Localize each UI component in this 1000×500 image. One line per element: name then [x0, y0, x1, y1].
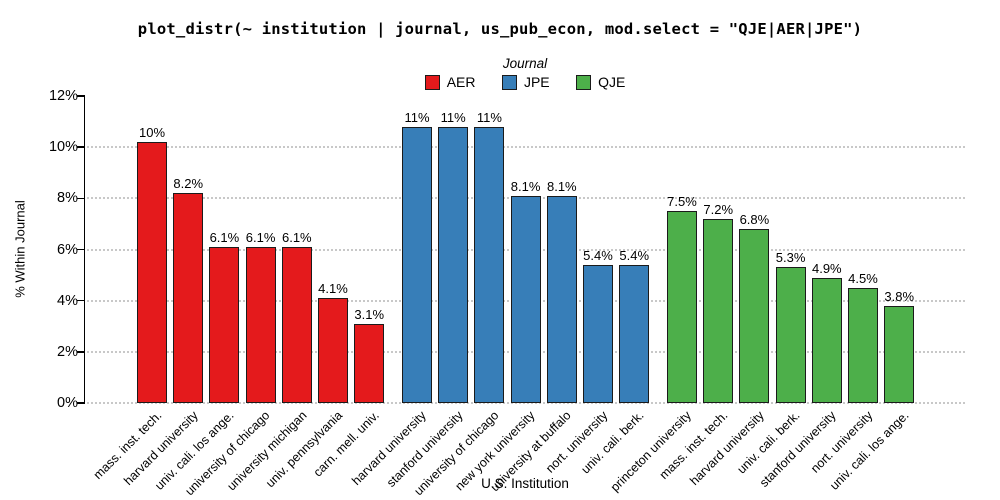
- legend-label-qje: QJE: [598, 74, 626, 90]
- bar-value-label: 11%: [476, 109, 502, 125]
- y-tick-label-4: 4%: [57, 293, 78, 309]
- x-axis-title: U.S. Institution: [481, 476, 569, 491]
- bar-value-label: 11%: [440, 109, 466, 125]
- bar-value-label: 6.1%: [245, 229, 276, 245]
- legend-title: Journal: [502, 56, 548, 71]
- bar-value-label: 3.8%: [884, 288, 915, 304]
- y-tick-mark-12: [77, 95, 85, 97]
- bar-value-label: 7.2%: [703, 201, 734, 217]
- gridline-0: [87, 402, 965, 404]
- bar-qje-univ-cali-los-ange: [884, 305, 915, 403]
- bar-value-label: 4.5%: [848, 270, 878, 286]
- bar-aer-harvard-university: [173, 193, 204, 403]
- bar-value-label: 4.9%: [811, 260, 842, 276]
- bar-value-label: 5.4%: [583, 247, 613, 263]
- y-tick-mark-6: [77, 248, 85, 251]
- legend-swatch-aer-icon: [424, 74, 440, 90]
- legend-swatch-qje-icon: [576, 74, 592, 90]
- y-tick-label-10: 10%: [48, 139, 78, 155]
- bar-value-label: 5.4%: [619, 247, 650, 263]
- bar-qje-stanford-university: [811, 277, 842, 403]
- bar-jpe-harvard-university: [402, 126, 432, 403]
- bar-qje-mass-inst-tech: [703, 218, 734, 403]
- bar-value-label: 6.8%: [739, 212, 770, 228]
- bar-jpe-university-of-chicago: [474, 126, 505, 403]
- y-tick-mark-8: [77, 197, 85, 200]
- bar-qje-univ-cali-berk: [775, 267, 806, 403]
- bar-value-label: 11%: [404, 109, 430, 125]
- y-tick-label-8: 8%: [57, 190, 78, 206]
- y-tick-mark-10: [77, 146, 85, 148]
- y-tick-label-0: 0%: [57, 395, 78, 411]
- bar-aer-mass-inst-tech: [137, 142, 167, 403]
- legend-label-jpe: JPE: [523, 74, 550, 90]
- bar-value-label: 6.1%: [281, 229, 312, 245]
- bar-aer-univ-cali-los-ange: [209, 246, 240, 403]
- bar-aer-carn-mell-univ: [354, 323, 385, 403]
- legend-items: AER JPE QJE: [50, 74, 1000, 95]
- legend-swatch-jpe-icon: [501, 74, 517, 90]
- bar-qje-nort-university: [848, 287, 878, 403]
- bar-jpe-stanford-university: [438, 126, 469, 403]
- y-tick-label-2: 2%: [57, 344, 78, 360]
- bar-aer-university-michigan: [281, 246, 312, 403]
- bar-qje-princeton-university: [667, 211, 697, 403]
- bar-value-label: 8.1%: [510, 178, 541, 194]
- bar-value-label: 8.2%: [173, 176, 204, 192]
- y-tick-label-6: 6%: [57, 242, 78, 258]
- plot-area: 10% 8.2% 6.1% 6.1% 6.1% 4.1% 3.1% 11% 11% 11% 8.1%…: [77, 95, 965, 404]
- legend: Journal AER JPE QJE: [0, 56, 1000, 95]
- y-tick-mark-0: [77, 402, 85, 404]
- bar-value-label: 7.5%: [667, 194, 697, 210]
- bar-value-label: 10%: [138, 125, 166, 141]
- bar-aer-univ-pennsylvania: [318, 298, 348, 403]
- legend-item-aer: AER: [424, 74, 476, 90]
- bar-aer-university-of-chicago: [245, 246, 276, 403]
- bar-qje-harvard-university: [739, 229, 770, 403]
- bar-value-label: 6.1%: [209, 229, 240, 245]
- gridline-10: [87, 146, 965, 149]
- legend-item-jpe: JPE: [501, 74, 550, 90]
- chart-title: plot_distr(~ institution | journal, us_p…: [137, 20, 863, 38]
- legend-label-aer: AER: [446, 74, 476, 90]
- bar-jpe-nort-university: [583, 264, 613, 403]
- bar-jpe-university-at-buffalo: [546, 195, 577, 403]
- y-tick-label-12: 12%: [48, 88, 78, 104]
- bar-value-label: 8.1%: [546, 178, 577, 194]
- bar-jpe-univ-cali-berk: [619, 264, 650, 403]
- bar-jpe-new-york-university: [510, 195, 541, 403]
- y-axis-title: % Within Journal: [12, 200, 28, 298]
- bar-value-label: 5.3%: [775, 250, 806, 266]
- y-tick-mark-4: [77, 299, 85, 302]
- y-tick-mark-2: [77, 351, 85, 353]
- bar-value-label: 4.1%: [318, 281, 348, 297]
- bar-value-label: 3.1%: [354, 306, 385, 322]
- legend-item-qje: QJE: [576, 74, 625, 90]
